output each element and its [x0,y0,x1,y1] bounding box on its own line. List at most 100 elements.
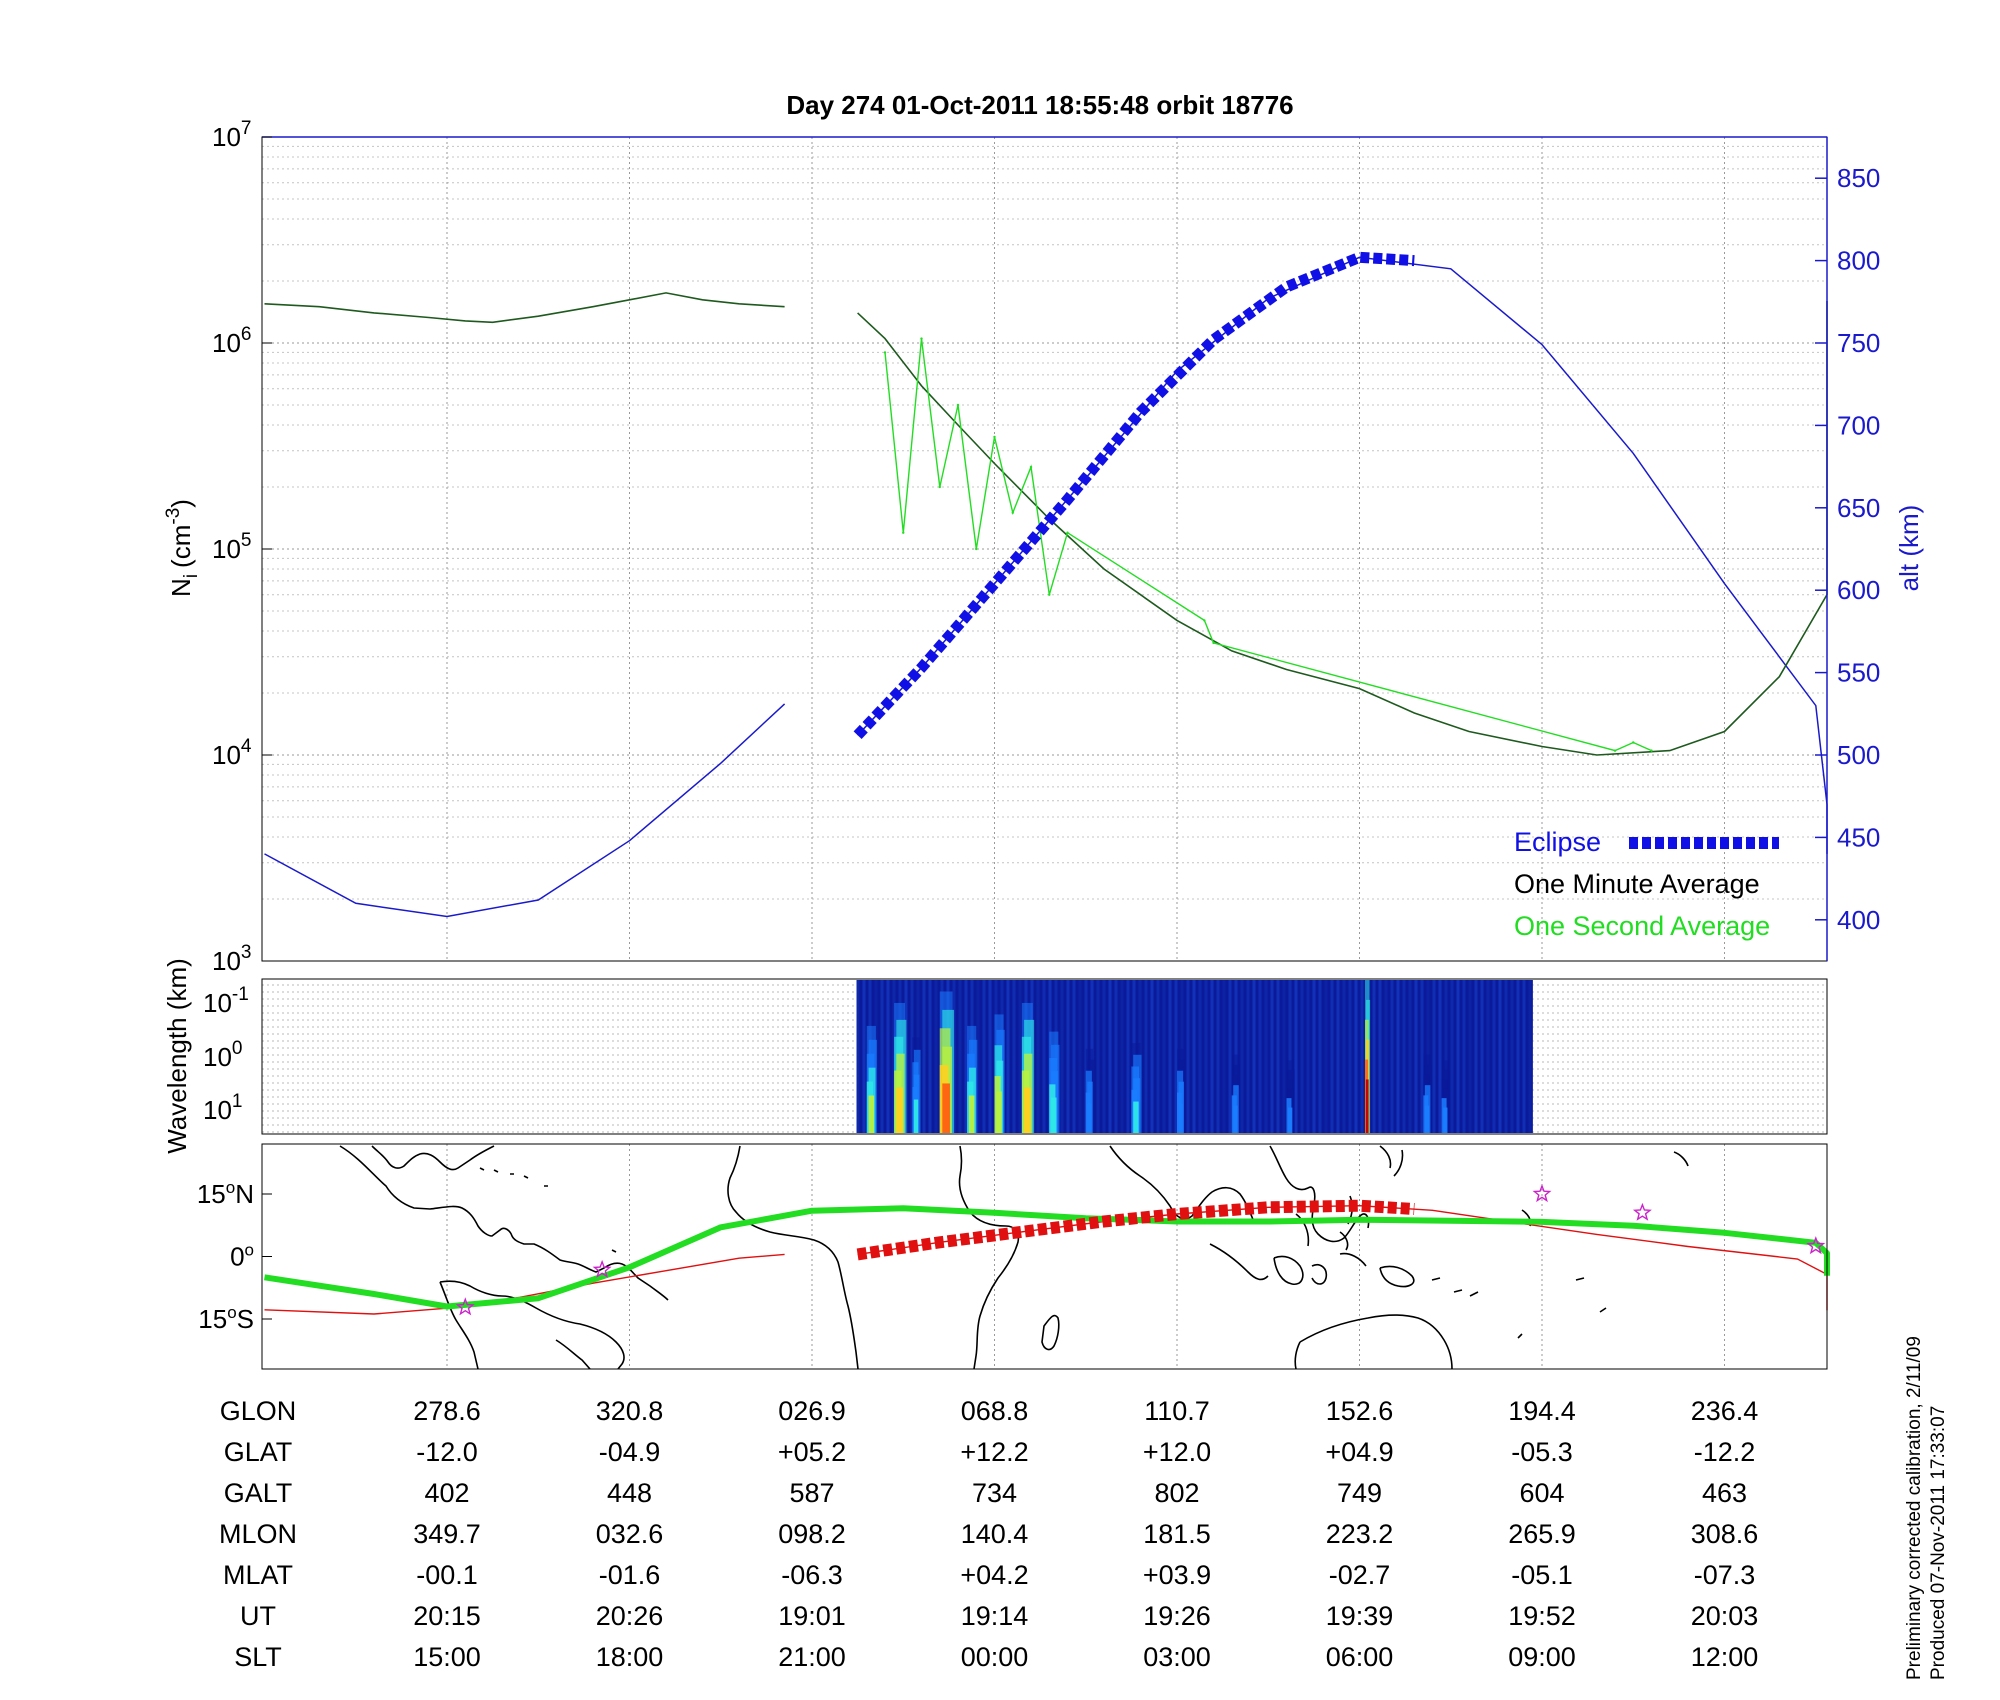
spectrogram-burst [1087,1103,1092,1133]
spectrogram-texture [1408,980,1412,1133]
spectrogram-texture [1126,980,1130,1133]
spectrogram-texture [1444,980,1448,1133]
second-average-point [938,485,941,489]
table-cell: 09:00 [1508,1642,1576,1672]
spectrogram-texture [1414,980,1418,1133]
spectrogram-texture [1402,980,1406,1133]
eclipse-track-line [856,1199,1415,1261]
spectrogram-texture [1420,980,1424,1133]
second-average-point [993,435,996,439]
spectrogram-texture [1342,980,1346,1133]
magnetic-equator-line [264,1205,1830,1310]
density-gridlines [262,137,1827,962]
second-average-point [920,337,923,340]
spectrogram-texture [1072,980,1076,1133]
spectrogram-burst [1178,1103,1183,1133]
spectrogram-texture [1354,980,1358,1133]
spectrogram-texture [1228,980,1232,1133]
table-cell: +05.2 [778,1437,846,1467]
spectrogram-texture [1390,980,1394,1133]
spectrogram-texture [1480,980,1484,1133]
table-row-label: MLAT [223,1560,293,1590]
altitude-y-ticks: 400 450 500 550 600 650 700 750 800 850 [1815,163,1880,935]
table-cell: +04.9 [1325,1437,1393,1467]
altitude-tick-label: 550 [1837,658,1880,688]
table-cell: -12.0 [416,1437,478,1467]
coastline-madagascar [1041,1314,1060,1351]
spectrogram-texture [1162,980,1166,1133]
altitude-tick-label: 800 [1837,246,1880,276]
table-cell: 140.4 [961,1519,1029,1549]
spectrogram-texture [1102,980,1106,1133]
spectrogram-y-axis-label: Wavelength (km) [162,958,192,1154]
map-y-ticks: 15oN 0o 15oS [197,1178,272,1334]
spectrogram-texture [1066,980,1070,1133]
spectrogram-texture [1150,980,1154,1133]
density-y-ticks: 103 104 105 106 107 [212,118,272,976]
density-panel: 103 104 105 106 107 400 450 500 550 600 650 700 750… [163,118,1924,976]
spectrogram-texture [1042,980,1046,1133]
table-cell: 587 [789,1478,834,1508]
spectrogram-burst [968,1095,975,1133]
spectrogram-burst [1443,1107,1448,1133]
spectrogram-texture [892,980,896,1133]
density-y-tick-label: 106 [212,324,252,358]
altitude-tick-label: 400 [1837,905,1880,935]
altitude-line [264,703,786,918]
table-cell: 308.6 [1691,1519,1759,1549]
spectrogram-texture [1114,980,1118,1133]
spectrogram-texture [1060,980,1064,1133]
spectrogram-texture [1504,980,1508,1133]
second-average-line [884,338,1652,752]
table-cell: 00:00 [961,1642,1029,1672]
spectrogram-texture [928,980,932,1133]
spectrogram-texture [988,980,992,1133]
spectrogram-heatmap [856,980,1533,1133]
spectrogram-texture [856,980,860,1133]
table-cell: 15:00 [413,1642,481,1672]
spectrogram-texture [1510,980,1514,1133]
spectrogram-texture [934,980,938,1133]
spectrogram-texture [1168,980,1172,1133]
star-marker [1532,1184,1552,1203]
spectrogram-texture [1216,980,1220,1133]
table-cell: -12.2 [1694,1437,1756,1467]
spectrogram-texture [1222,980,1226,1133]
coastline-caribbean-dots [479,1167,617,1253]
spectrogram-texture [1462,980,1466,1133]
table-cell: 12:00 [1691,1642,1759,1672]
footnote-produced: Produced 07-Nov-2011 17:33:07 [1928,1406,1949,1680]
spectrogram-texture [1324,980,1328,1133]
second-average-point [902,531,905,534]
spectrogram-y-tick-label: 100 [203,1038,243,1072]
coastline-pacific-islands [1431,1151,1689,1339]
table-cell: 463 [1702,1478,1747,1508]
altitude-tick-label: 750 [1837,328,1880,358]
coastline-south-america [439,1280,625,1370]
spectrogram-texture [1264,980,1268,1133]
star-marker [455,1297,475,1316]
table-cell: -01.6 [599,1560,661,1590]
table-row-label: GLON [220,1396,297,1426]
spectrogram-texture [1372,980,1376,1133]
spectrogram-texture [1240,980,1244,1133]
second-average-point [1029,465,1033,469]
spectrogram-texture [1288,980,1292,1133]
spectrogram-texture [1144,980,1148,1133]
table-cell: 152.6 [1326,1396,1394,1426]
altitude-tick-label: 600 [1837,575,1880,605]
table-cell: 604 [1519,1478,1564,1508]
spectrogram-texture [1252,980,1256,1133]
table-cell: 402 [424,1478,469,1508]
legend-second-label: One Second Average [1514,911,1770,941]
spectrogram-texture [1036,980,1040,1133]
table-cell: 20:15 [413,1601,481,1631]
spectrogram-y-tick-label: 10-1 [203,984,249,1018]
spectrogram-texture [1018,980,1022,1133]
altitude-y-axis-label: alt (km) [1894,505,1924,592]
table-cell: 18:00 [596,1642,664,1672]
spectrogram-texture [1468,980,1472,1133]
table-cell: 110.7 [1144,1396,1210,1426]
table-cell: 20:03 [1691,1601,1759,1631]
